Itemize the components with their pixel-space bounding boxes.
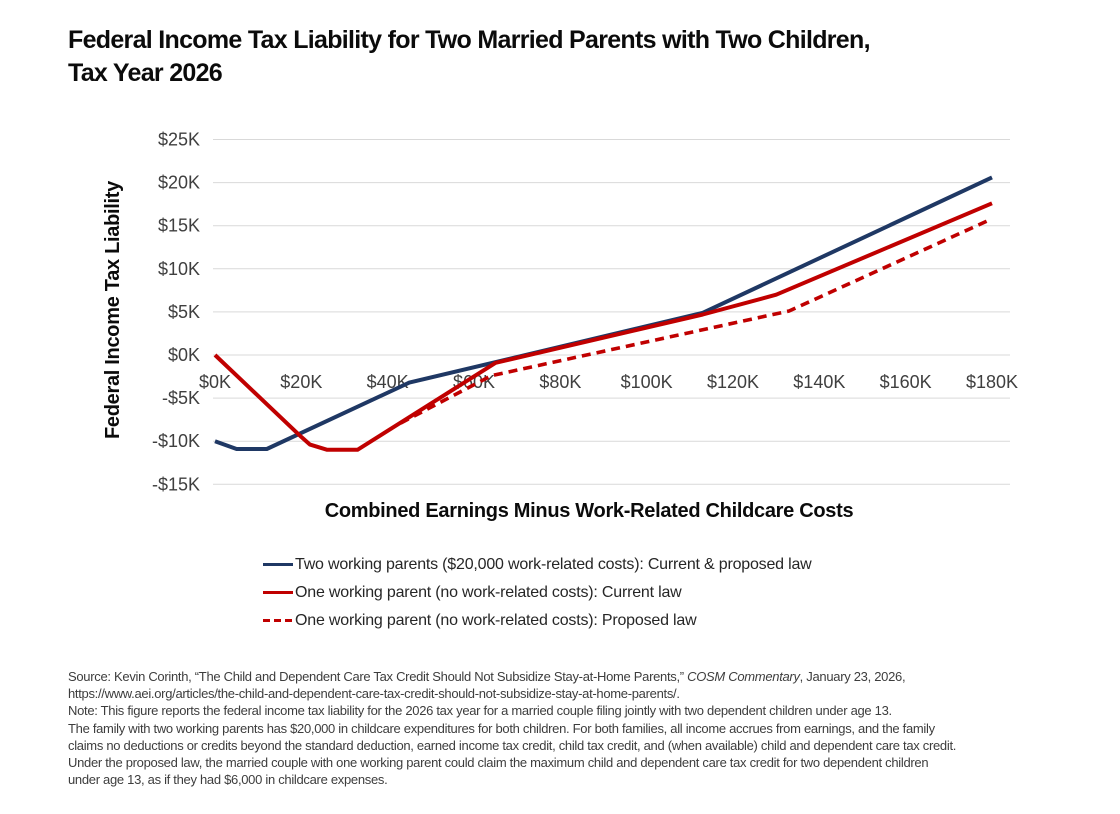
y-tick-label: $10K xyxy=(158,259,200,279)
source-date: , January 23, 2026, xyxy=(799,669,906,684)
source-text: Source: Kevin Corinth, “The Child and De… xyxy=(68,669,688,684)
x-tick-label: $120K xyxy=(707,372,759,392)
y-tick-label: -$15K xyxy=(152,474,200,494)
source-publication: COSM Commentary xyxy=(687,669,800,684)
x-tick-label: $60K xyxy=(453,372,495,392)
note-line-4: Under the proposed law, the married coup… xyxy=(68,755,929,771)
y-tick-label: $15K xyxy=(158,216,200,236)
y-tick-label: $25K xyxy=(158,130,200,150)
note-line-1: Note: This figure reports the federal in… xyxy=(68,703,892,719)
series-line-0 xyxy=(214,175,993,451)
note-line-2: The family with two working parents has … xyxy=(68,720,935,736)
x-tick-label: $0K xyxy=(199,372,231,392)
source-line-1: Source: Kevin Corinth, “The Child and De… xyxy=(68,668,1088,685)
series-line-2 xyxy=(399,217,993,425)
plot-canvas: $25K$20K$15K$10K$5K$0K-$5K-$10K-$15K$0K $… xyxy=(152,130,1018,495)
y-tick-label: $20K xyxy=(158,173,200,193)
x-tick-label: $80K xyxy=(539,372,581,392)
x-axis-title: Combined Earnings Minus Work-Related Chi… xyxy=(324,500,854,522)
legend-label: One working parent (no work-related cost… xyxy=(295,583,682,601)
source-line-2: https://www.aei.org/articles/the-child-a… xyxy=(68,686,680,702)
x-tick-label: $180K xyxy=(966,372,1018,392)
x-tick-label: $20K xyxy=(280,372,322,392)
x-tick-label: $100K xyxy=(621,372,673,392)
y-tick-label: -$5K xyxy=(162,388,200,408)
x-tick-label: $160K xyxy=(880,372,932,392)
legend-line-swatch-red-dashed xyxy=(263,618,293,623)
legend-label: Two working parents ($20,000 work-relate… xyxy=(295,555,812,573)
chart-title-line2: Tax Year 2026 xyxy=(68,59,223,87)
x-tick-label: $40K xyxy=(367,372,409,392)
legend-line-swatch-red-solid xyxy=(263,590,293,595)
note-line-5: under age 13, as if they had $6,000 in c… xyxy=(68,772,388,788)
chart-title-line1: Federal Income Tax Liability for Two Mar… xyxy=(68,26,871,54)
legend-row-one-working-parent-proposed: One working parent (no work-related cost… xyxy=(263,610,812,631)
y-axis-title: Federal Income Tax Liability xyxy=(102,181,124,439)
legend-label: One working parent (no work-related cost… xyxy=(295,611,697,629)
y-tick-label: $5K xyxy=(168,302,200,322)
y-tick-label: $0K xyxy=(168,345,200,365)
legend: Two working parents ($20,000 work-relate… xyxy=(263,554,812,638)
note-line-3: claims no deductions or credits beyond t… xyxy=(68,737,957,753)
y-tick-label: -$10K xyxy=(152,431,200,451)
legend-line-swatch-blue-solid xyxy=(263,562,293,567)
legend-row-two-working-parents: Two working parents ($20,000 work-relate… xyxy=(263,554,812,575)
source-note: Source: Kevin Corinth, “The Child and De… xyxy=(68,668,1088,788)
series-line-1 xyxy=(213,201,993,452)
x-tick-label: $140K xyxy=(793,372,845,392)
chart-title: Federal Income Tax Liability for Two Mar… xyxy=(68,24,871,90)
legend-row-one-working-parent-current: One working parent (no work-related cost… xyxy=(263,582,812,603)
